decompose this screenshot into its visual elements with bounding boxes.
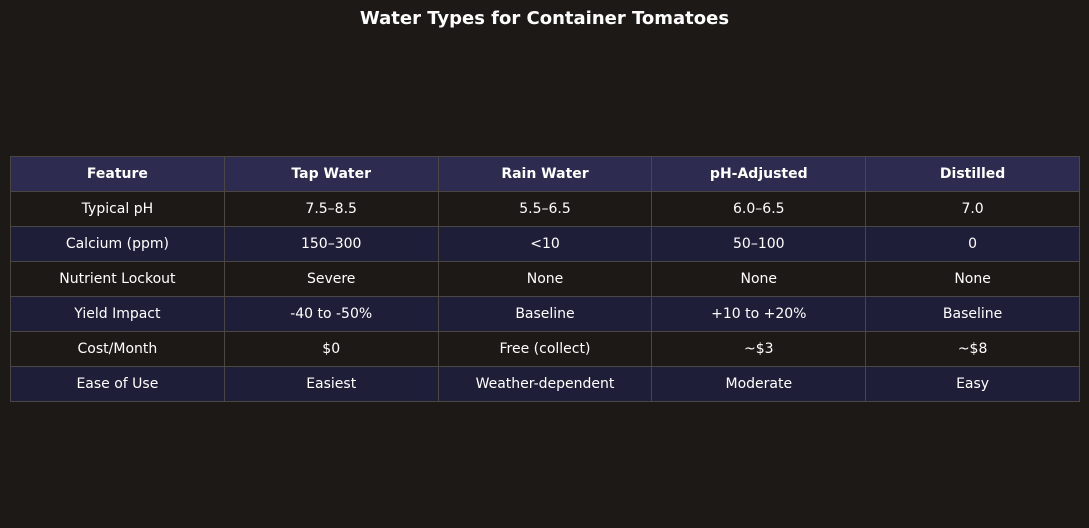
row-label-cell: Yield Impact: [10, 296, 225, 332]
table-cell: Easy: [865, 366, 1080, 402]
table-cell: Baseline: [865, 296, 1080, 332]
column-header: pH-Adjusted: [651, 156, 867, 192]
table-cell: None: [865, 261, 1080, 297]
column-header: Tap Water: [223, 156, 439, 192]
table-cell: ~$3: [651, 331, 867, 367]
table-cell: None: [437, 261, 653, 297]
column-header: Rain Water: [437, 156, 653, 192]
table-row: Cost/Month $0 Free (collect) ~$3 ~$8: [10, 331, 1080, 367]
chart-title: Water Types for Container Tomatoes: [359, 8, 730, 29]
table-cell: <10: [437, 226, 653, 262]
table-cell: Easiest: [223, 366, 439, 402]
table-row: Ease of Use Easiest Weather-dependent Moder…: [10, 366, 1080, 402]
table-cell: $0: [223, 331, 439, 367]
table-cell: +10 to +20%: [651, 296, 867, 332]
column-header: Distilled: [865, 156, 1080, 192]
row-label-cell: Typical pH: [10, 191, 225, 227]
row-label-cell: Ease of Use: [10, 366, 225, 402]
table-cell: Severe: [223, 261, 439, 297]
row-label-cell: Nutrient Lockout: [10, 261, 225, 297]
table-row: Typical pH 7.5–8.5 5.5–6.5 6.0–6.5 7.0: [10, 191, 1080, 227]
table-cell: 7.0: [865, 191, 1080, 227]
column-header: Feature: [10, 156, 225, 192]
table-cell: None: [651, 261, 867, 297]
table-row: Nutrient Lockout Severe None None None: [10, 261, 1080, 297]
table-cell: -40 to -50%: [223, 296, 439, 332]
data-table: Feature Tap Water Rain Water pH-Adjusted Dis…: [10, 156, 1080, 402]
table-cell: Free (collect): [437, 331, 653, 367]
table-cell: 6.0–6.5: [651, 191, 867, 227]
table-cell: Baseline: [437, 296, 653, 332]
table-cell: 0: [865, 226, 1080, 262]
row-label-cell: Cost/Month: [10, 331, 225, 367]
table-cell: Weather-dependent: [437, 366, 653, 402]
table-row: Yield Impact -40 to -50% Baseline +10 to +2…: [10, 296, 1080, 332]
table-cell: 7.5–8.5: [223, 191, 439, 227]
table-cell: ~$8: [865, 331, 1080, 367]
header-row: Feature Tap Water Rain Water pH-Adjusted Dis…: [10, 156, 1080, 192]
table-cell: 50–100: [651, 226, 867, 262]
table-cell: 5.5–6.5: [437, 191, 653, 227]
table-body: Typical pH 7.5–8.5 5.5–6.5 6.0–6.5 7.0 Calciu…: [10, 191, 1080, 402]
row-label-cell: Calcium (ppm): [10, 226, 225, 262]
table-cell: Moderate: [651, 366, 867, 402]
table-cell: 150–300: [223, 226, 439, 262]
table-row: Calcium (ppm) 150–300 <10 50–100 0: [10, 226, 1080, 262]
